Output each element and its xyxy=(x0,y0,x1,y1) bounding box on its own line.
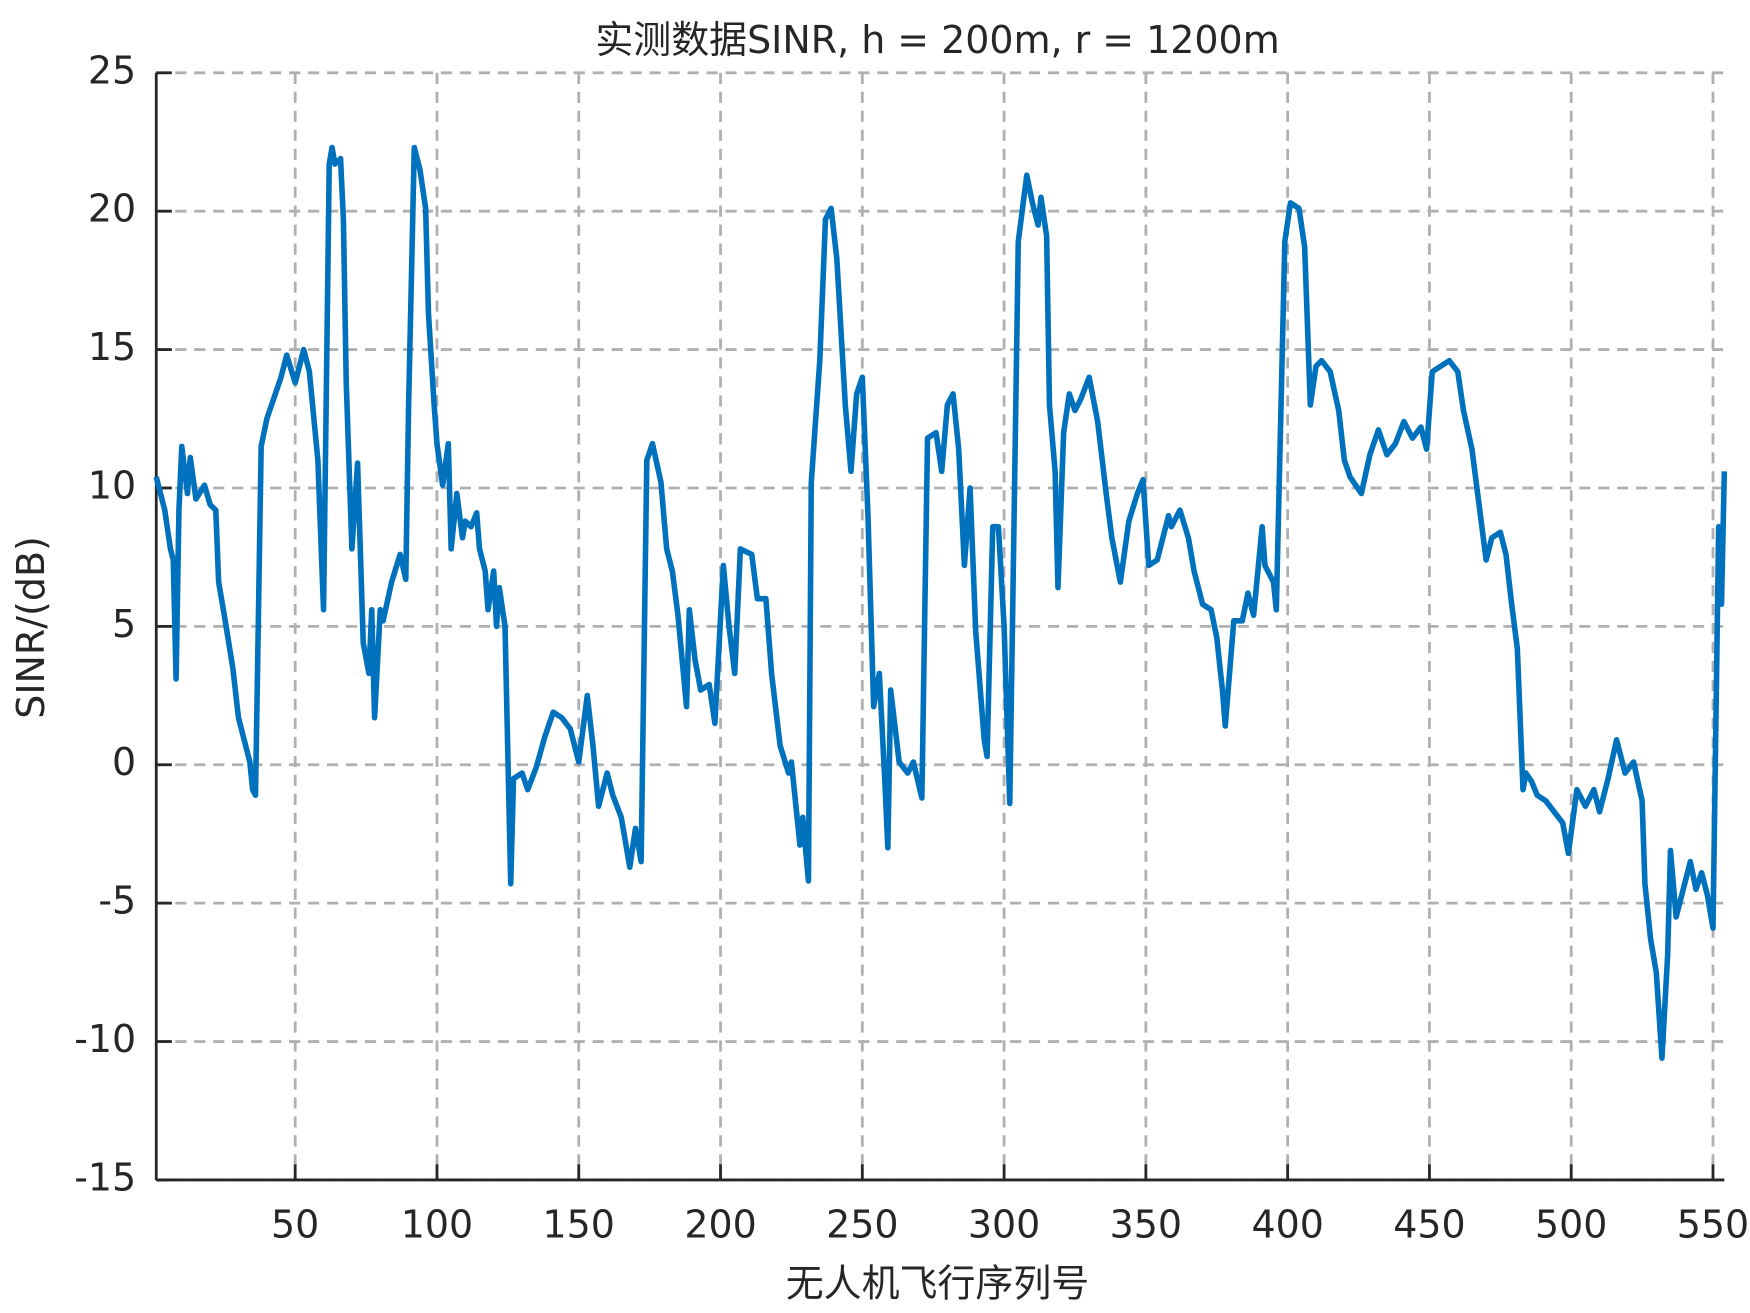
y-tick-label: -10 xyxy=(74,1017,136,1061)
y-tick-label: -15 xyxy=(74,1155,136,1199)
chart-title: 实测数据SINR, h = 200m, r = 1200m xyxy=(595,18,1279,62)
x-tick-label: 550 xyxy=(1677,1202,1749,1246)
x-tick-label: 150 xyxy=(543,1202,615,1246)
x-tick-label: 500 xyxy=(1535,1202,1607,1246)
y-tick-label: 20 xyxy=(88,187,136,231)
y-tick-label: 15 xyxy=(88,325,136,369)
x-tick-label: 300 xyxy=(968,1202,1040,1246)
x-tick-label: 100 xyxy=(401,1202,473,1246)
x-tick-label: 250 xyxy=(826,1202,898,1246)
y-tick-label: 0 xyxy=(112,740,136,784)
x-axis-label: 无人机飞行序列号 xyxy=(786,1261,1090,1305)
x-tick-label: 400 xyxy=(1251,1202,1323,1246)
y-tick-label: 10 xyxy=(88,463,136,507)
y-tick-label: -5 xyxy=(98,879,136,923)
x-tick-label: 350 xyxy=(1110,1202,1182,1246)
x-tick-label: 450 xyxy=(1393,1202,1465,1246)
data-line xyxy=(153,144,1728,1061)
y-axis-label: SINR/(dB) xyxy=(9,536,53,719)
x-tick-label: 200 xyxy=(684,1202,756,1246)
y-tick-label: 25 xyxy=(88,48,136,92)
y-tick-label: 5 xyxy=(112,602,136,646)
x-tick-label: 50 xyxy=(271,1202,319,1246)
